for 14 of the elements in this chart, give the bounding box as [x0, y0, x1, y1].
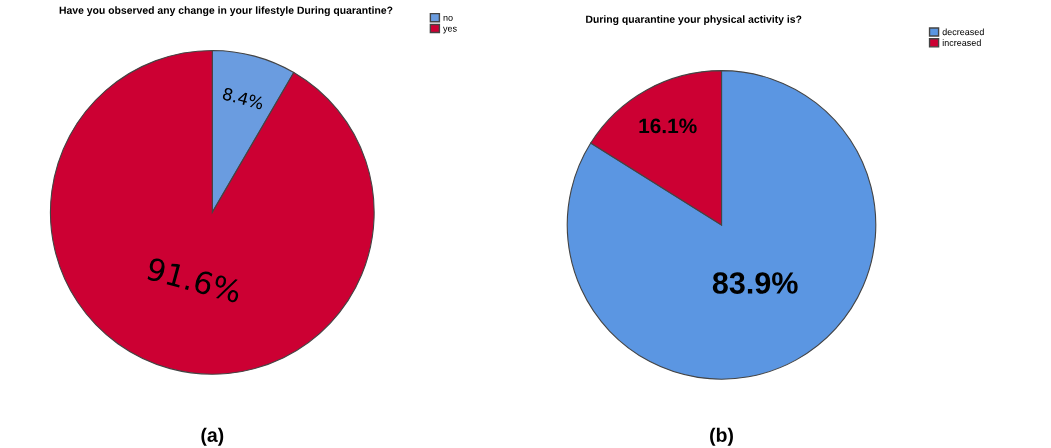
pie-slice [49, 49, 375, 375]
text: (a) [201, 427, 224, 446]
data-label: 91.6% [145, 256, 243, 304]
chart-title: During quarantine your physical activity is? [586, 15, 802, 26]
data-label: 83.9% [712, 272, 798, 294]
data-label: 8.4% [222, 87, 265, 110]
legend-label: yes [443, 26, 457, 34]
legend-label: increased [942, 39, 981, 46]
data-label: 16.1% [639, 118, 697, 134]
legend-label: no [443, 15, 453, 21]
text: (b) [710, 427, 733, 446]
legend-label: decreased [942, 28, 984, 36]
chart-title: Have you observed any change in your lifestyle During quarantine? [59, 6, 393, 17]
pie-slice [566, 70, 877, 380]
